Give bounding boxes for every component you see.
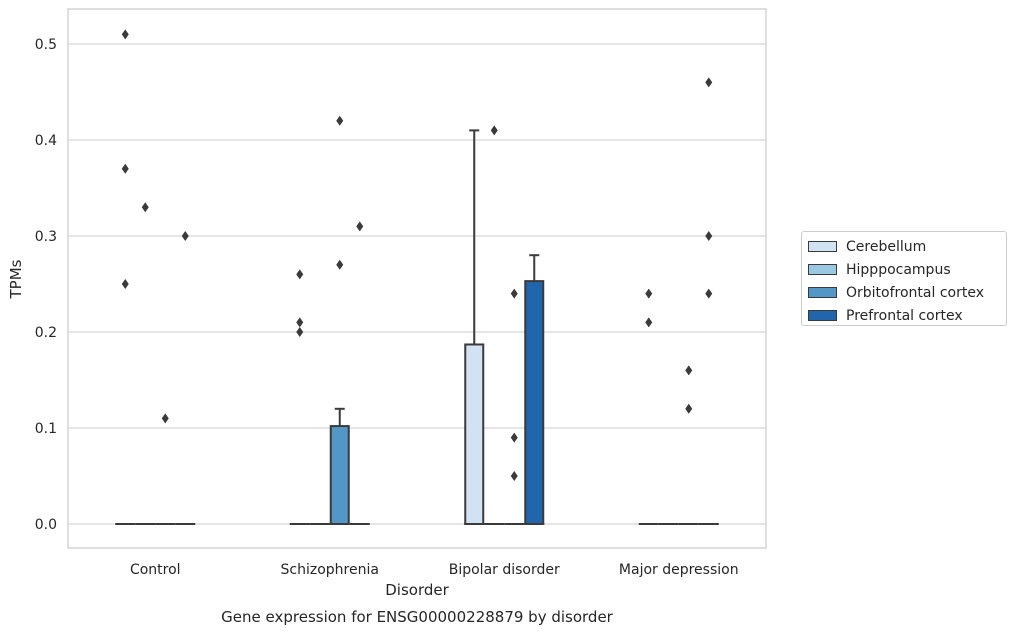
legend-swatch — [808, 310, 837, 321]
outlier-point — [296, 327, 304, 337]
outlier-point — [181, 231, 189, 241]
outlier-point — [336, 115, 344, 126]
x-tick-label: Control — [130, 562, 181, 578]
legend: Cerebellum Hipppocampus Orbitofrontal cort… — [801, 231, 1007, 326]
chart-title: Gene expression for ENSG00000228879 by d… — [221, 608, 614, 626]
outlier-point — [510, 288, 518, 299]
plot-frame — [67, 8, 767, 549]
box-group — [464, 129, 485, 526]
outlier-point — [705, 77, 713, 88]
legend-item: Prefrontal cortex — [808, 304, 1006, 327]
legend-swatch — [808, 264, 837, 275]
outlier-point — [510, 432, 518, 443]
y-tick-label: 0.0 — [35, 517, 57, 533]
outlier-point — [705, 231, 713, 241]
y-tick-label: 0.5 — [35, 37, 57, 53]
outlier-point — [121, 279, 129, 289]
y-tick-label: 0.3 — [35, 229, 57, 245]
outlier-point — [121, 163, 129, 174]
box-group — [115, 29, 136, 525]
outlier-point — [121, 29, 129, 40]
outlier-point — [705, 288, 713, 299]
outlier-point — [645, 288, 653, 299]
box-group — [155, 413, 176, 525]
legend-swatch — [808, 287, 837, 298]
outlier-point — [141, 202, 149, 213]
legend-swatch — [808, 241, 837, 252]
box-group — [349, 221, 370, 525]
legend-label: Prefrontal cortex — [846, 307, 963, 324]
legend-label: Hipppocampus — [846, 261, 951, 278]
grid-layer — [68, 43, 766, 525]
outlier-point — [685, 365, 693, 376]
y-axis-label: TPMs — [7, 259, 25, 299]
x-tick-label: Major depression — [619, 562, 739, 578]
legend-item: Hipppocampus — [808, 258, 1006, 281]
box-group — [135, 202, 156, 525]
box-layer — [115, 29, 719, 526]
box-group — [698, 77, 719, 525]
x-tick-label: Bipolar disorder — [449, 562, 560, 578]
box-group — [524, 254, 545, 525]
box — [464, 343, 485, 526]
outlier-point — [356, 221, 364, 232]
y-tick-label: 0.1 — [35, 421, 57, 437]
x-tick-label: Schizophrenia — [281, 562, 379, 578]
legend-item: Orbitofrontal cortex — [808, 281, 1006, 304]
box — [329, 425, 350, 525]
outlier-point — [296, 269, 304, 280]
box — [524, 280, 545, 525]
xtick-layer: Control Schizophrenia Bipolar disorder Majo… — [130, 562, 739, 578]
outlier-point — [685, 403, 693, 414]
legend-label: Orbitofrontal cortex — [846, 284, 984, 301]
box-group — [175, 231, 196, 525]
outlier-point — [336, 259, 344, 270]
box-group — [504, 288, 525, 525]
box-group — [638, 288, 659, 525]
box-group — [289, 269, 310, 525]
box-group — [484, 125, 505, 525]
outlier-point — [645, 317, 653, 328]
box-group — [678, 365, 699, 525]
outlier-point — [296, 317, 304, 328]
ytick-layer: 0.0 0.1 0.2 0.3 0.4 0.5 — [35, 37, 57, 533]
outlier-point — [161, 413, 169, 424]
y-tick-label: 0.4 — [35, 133, 57, 149]
legend-item: Cerebellum — [808, 235, 1006, 258]
x-axis-label: Disorder — [385, 581, 449, 599]
y-tick-label: 0.2 — [35, 325, 57, 341]
outlier-point — [490, 125, 498, 136]
legend-label: Cerebellum — [846, 238, 927, 255]
box-group — [329, 115, 350, 525]
outlier-point — [510, 471, 518, 481]
